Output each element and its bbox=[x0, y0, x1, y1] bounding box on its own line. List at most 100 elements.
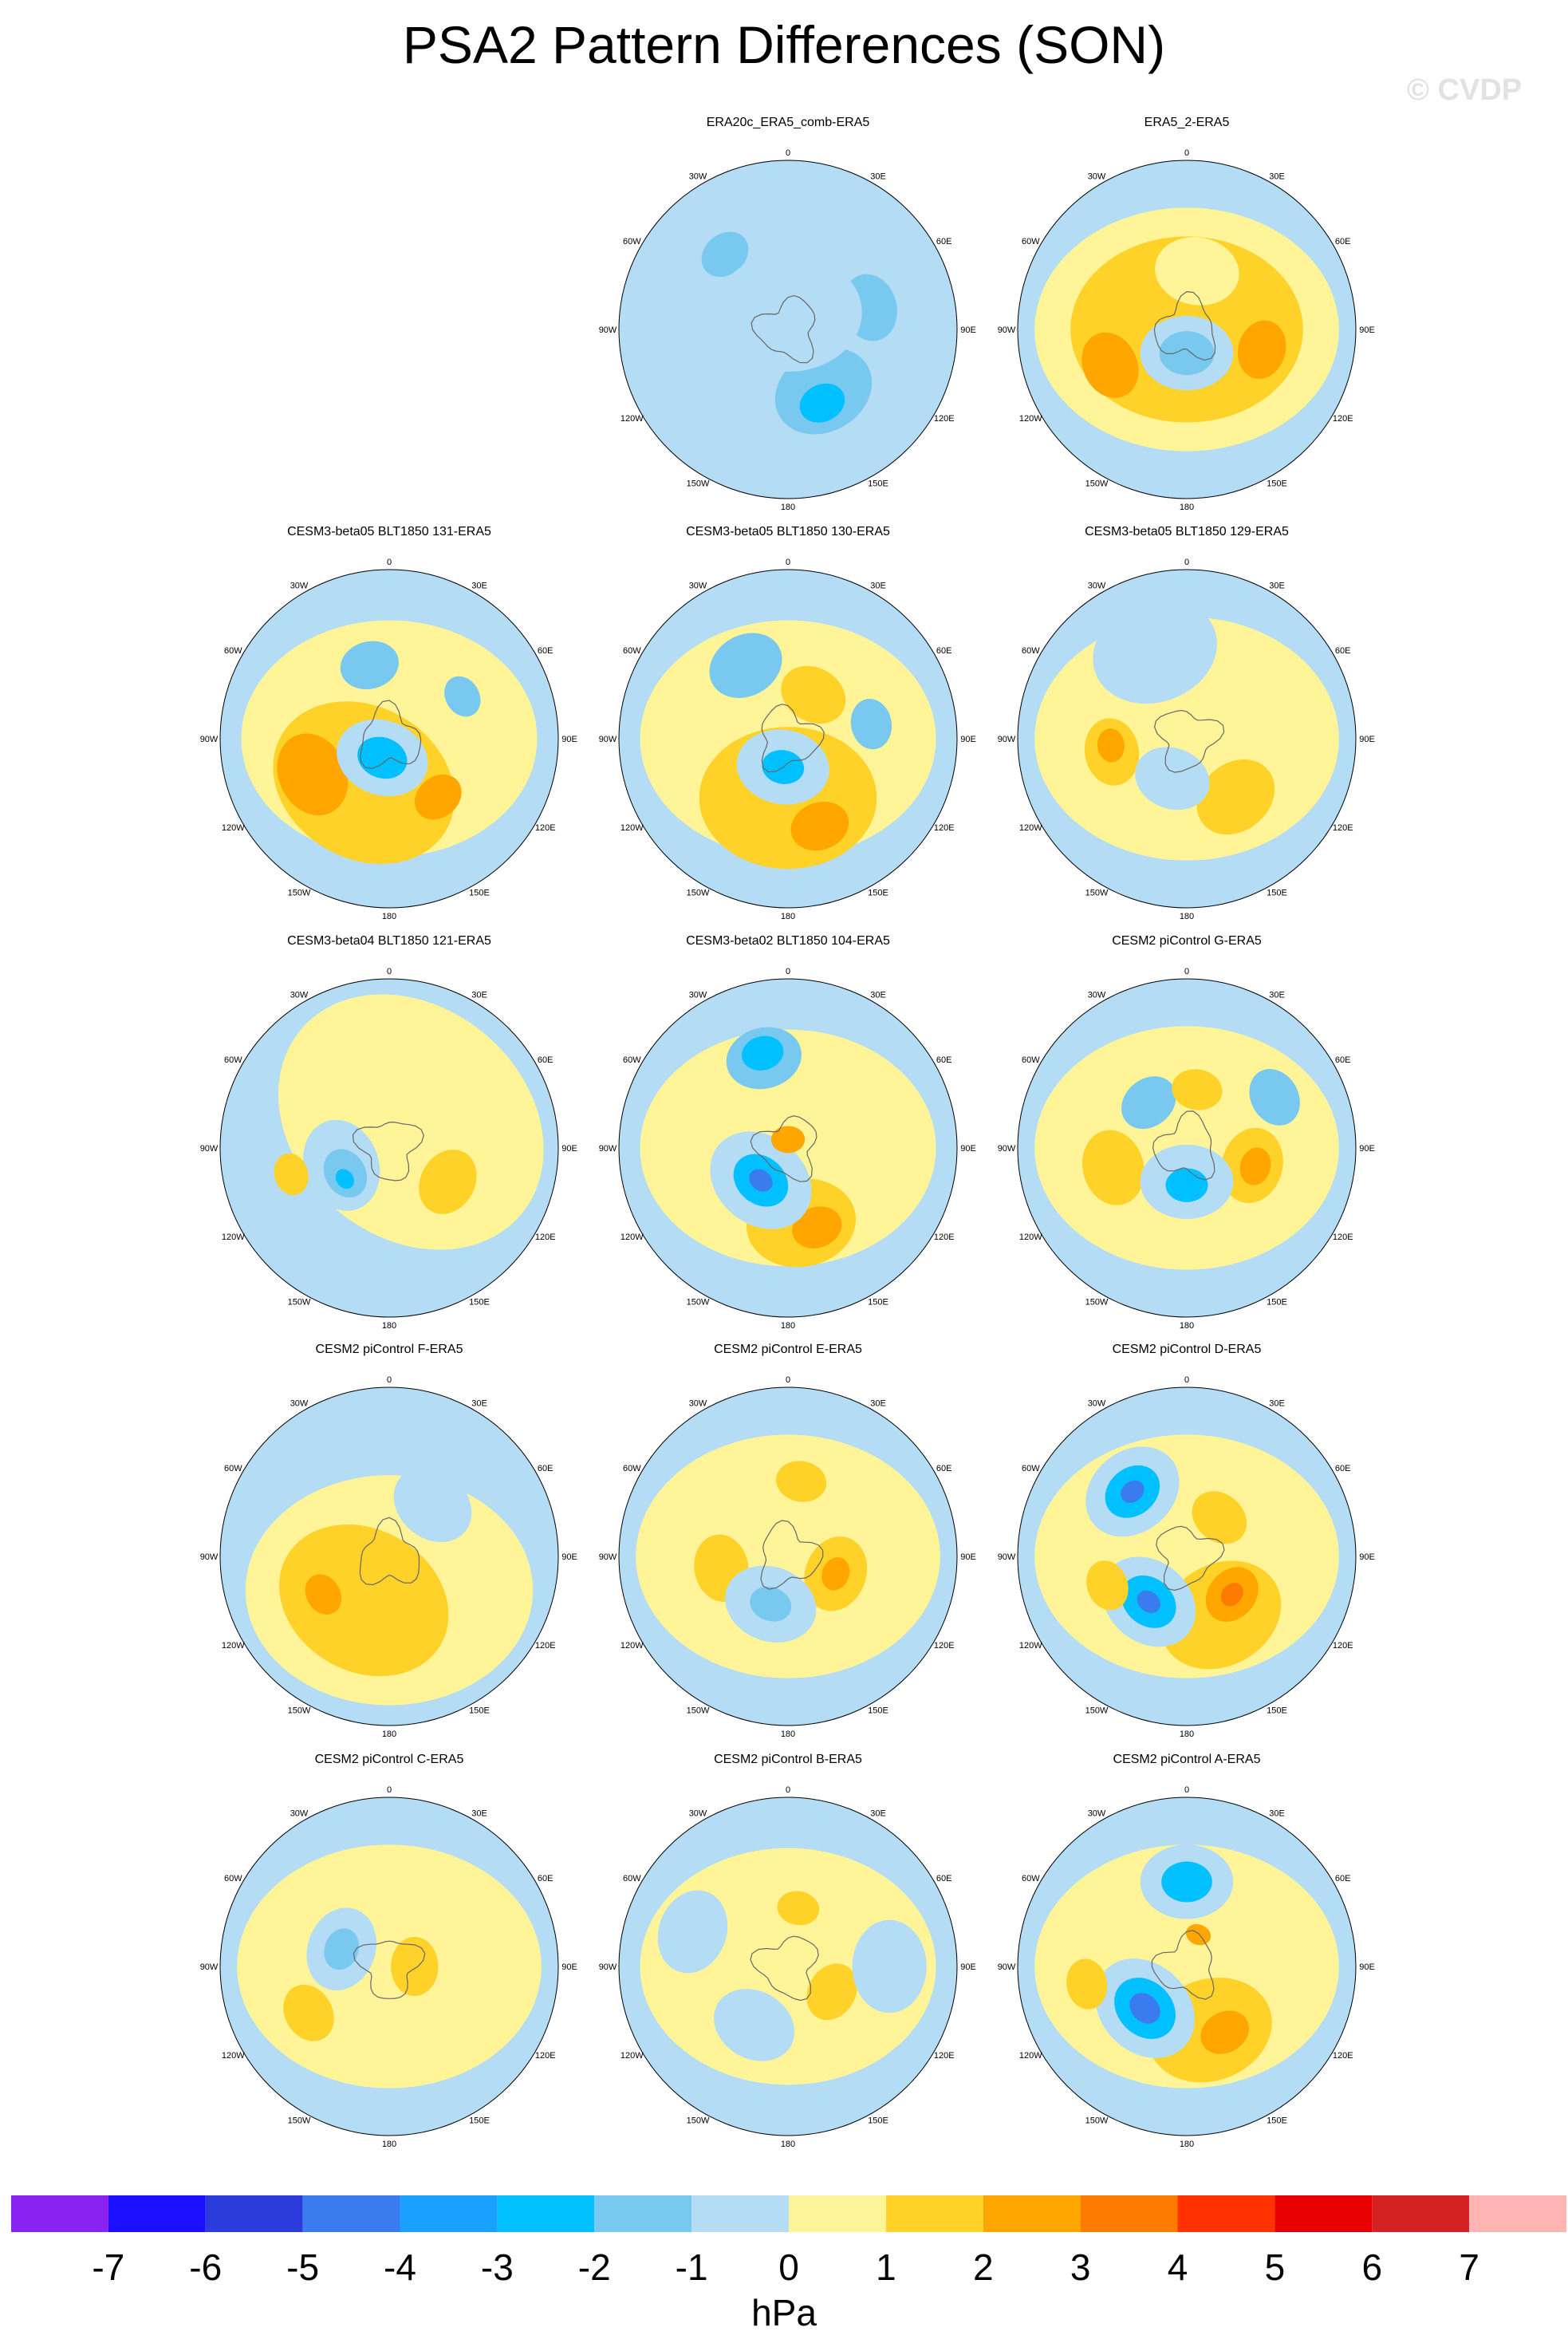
longitude-label: 60W bbox=[623, 237, 641, 247]
colorbar-swatch bbox=[302, 2195, 400, 2232]
longitude-label: 150W bbox=[687, 1706, 710, 1715]
longitude-label: 150W bbox=[687, 1297, 710, 1307]
longitude-label: 30W bbox=[689, 991, 707, 1000]
contour-region bbox=[324, 1928, 360, 1970]
contour-region bbox=[444, 676, 481, 717]
longitude-label: 90E bbox=[960, 1962, 976, 1972]
map-boundary bbox=[219, 1386, 559, 1726]
longitude-label: 120E bbox=[1333, 1233, 1353, 1242]
panel-title: CESM2 piControl E-ERA5 bbox=[714, 1343, 862, 1356]
colorbar-swatch bbox=[1372, 2195, 1470, 2232]
longitude-label: 150W bbox=[687, 2116, 710, 2125]
longitude-label: 30W bbox=[290, 1809, 309, 1819]
map-panel: CESM3-beta02 BLT1850 104-ERA5 0 30E 60E 90E 1… bbox=[597, 934, 979, 1333]
longitude-label: 180 bbox=[1180, 2140, 1194, 2149]
longitude-label: 60E bbox=[1335, 237, 1351, 247]
longitude-label: 60W bbox=[1022, 1055, 1040, 1065]
map-panel: CESM2 piControl A-ERA5 0 30E 60E 90E 120E 150E… bbox=[995, 1753, 1378, 2152]
contour-region bbox=[1081, 332, 1139, 398]
colorbar-swatch bbox=[1177, 2195, 1275, 2232]
contour-region bbox=[750, 1586, 792, 1622]
map-panel: CESM2 piControl B-ERA5 0 30E 60E 90E 120E 150E… bbox=[597, 1753, 979, 2152]
map-boundary bbox=[219, 1797, 559, 2136]
panel-title: CESM2 piControl B-ERA5 bbox=[714, 1753, 862, 1766]
longitude-label: 60W bbox=[623, 1874, 641, 1883]
longitude-label: 120W bbox=[621, 1233, 644, 1242]
polar-stereographic-map: 0 30E 60E 90E 120E 150E 180 150W 120W 90W 60W 30W bbox=[599, 148, 976, 512]
map-boundary bbox=[618, 160, 958, 499]
longitude-label: 60E bbox=[1335, 1464, 1351, 1473]
antarctica-coastline bbox=[353, 1940, 426, 1999]
contour-region bbox=[1159, 331, 1215, 376]
longitude-label: 120E bbox=[535, 2051, 556, 2061]
contour-region bbox=[1086, 1560, 1129, 1611]
colorbar-tick: -1 bbox=[675, 2246, 708, 2288]
longitude-label: 150W bbox=[288, 1706, 311, 1715]
longitude-label: 0 bbox=[1184, 1375, 1189, 1385]
longitude-label: 180 bbox=[1180, 503, 1194, 512]
map-boundary bbox=[1017, 978, 1357, 1318]
longitude-label: 30E bbox=[1269, 1809, 1285, 1819]
longitude-label: 120E bbox=[1333, 414, 1353, 424]
longitude-label: 90W bbox=[200, 1144, 219, 1154]
longitude-label: 150E bbox=[868, 888, 888, 897]
longitude-label: 120W bbox=[1019, 1641, 1042, 1651]
map-boundary bbox=[219, 569, 559, 909]
longitude-label: 30W bbox=[290, 991, 309, 1000]
polar-stereographic-map: 0 30E 60E 90E 120E 150E 180 150W 120W 90W 60W 30W bbox=[998, 148, 1375, 512]
contour-region bbox=[749, 1169, 773, 1192]
longitude-label: 180 bbox=[781, 503, 795, 512]
contour-region bbox=[335, 1169, 354, 1189]
longitude-label: 150E bbox=[868, 479, 888, 488]
colorbar-swatch bbox=[205, 2195, 303, 2232]
longitude-label: 90E bbox=[1359, 1552, 1375, 1562]
longitude-label: 120E bbox=[934, 823, 955, 833]
longitude-label: 0 bbox=[387, 1375, 392, 1385]
contour-region bbox=[657, 1890, 728, 1974]
longitude-label: 30E bbox=[471, 1399, 487, 1409]
contour-region bbox=[1155, 237, 1239, 306]
longitude-label: 150E bbox=[1267, 1297, 1287, 1307]
contour-region bbox=[305, 1574, 342, 1615]
longitude-label: 90W bbox=[599, 1144, 617, 1154]
contour-region bbox=[414, 774, 462, 820]
longitude-label: 150E bbox=[868, 1297, 888, 1307]
longitude-label: 60W bbox=[623, 1464, 641, 1473]
colorbar-swatch bbox=[594, 2195, 692, 2232]
antarctica-coastline bbox=[352, 1121, 424, 1181]
longitude-label: 0 bbox=[786, 1375, 790, 1385]
contour-region bbox=[1121, 1480, 1144, 1503]
longitude-label: 60E bbox=[936, 1874, 952, 1883]
figure-title: PSA2 Pattern Differences (SON) bbox=[402, 15, 1166, 74]
colorbar-swatch bbox=[983, 2195, 1081, 2232]
colorbar-swatch bbox=[11, 2195, 108, 2232]
longitude-label: 150W bbox=[288, 1297, 311, 1307]
longitude-label: 90E bbox=[960, 735, 976, 744]
map-panel: CESM3-beta05 BLT1850 131-ERA5 0 30E 60E 90E 1… bbox=[198, 525, 581, 924]
longitude-label: 60E bbox=[1335, 1874, 1351, 1883]
contour-region bbox=[340, 641, 399, 690]
longitude-label: 150W bbox=[687, 479, 710, 488]
contour-region bbox=[1237, 320, 1286, 379]
contour-region bbox=[1135, 747, 1210, 811]
polar-stereographic-map: 0 30E 60E 90E 120E 150E 180 150W 120W 90W 60W 30W bbox=[200, 1785, 577, 2149]
longitude-label: 30E bbox=[1269, 1399, 1285, 1409]
panel-title: CESM3-beta05 BLT1850 129-ERA5 bbox=[1085, 525, 1289, 538]
colorbar-tick: 1 bbox=[876, 2246, 896, 2288]
map-boundary bbox=[219, 978, 559, 1318]
longitude-label: 180 bbox=[781, 1730, 795, 1739]
longitude-label: 120W bbox=[1019, 2051, 1042, 2061]
longitude-label: 120W bbox=[621, 2051, 644, 2061]
contour-region bbox=[393, 1466, 472, 1543]
polar-stereographic-map: 0 30E 60E 90E 120E 150E 180 150W 120W 90W 60W 30W bbox=[998, 1375, 1375, 1739]
antarctica-coastline bbox=[761, 704, 825, 773]
longitude-label: 60W bbox=[1022, 237, 1040, 247]
panel-title: CESM2 piControl D-ERA5 bbox=[1112, 1343, 1262, 1356]
longitude-label: 30W bbox=[689, 172, 707, 182]
polar-stereographic-map: 0 30E 60E 90E 120E 150E 180 150W 120W 90W 60W 30W bbox=[599, 558, 976, 921]
longitude-label: 150E bbox=[1267, 888, 1287, 897]
map-panel: CESM2 piControl C-ERA5 0 30E 60E 90E 120E 150E… bbox=[198, 1753, 581, 2152]
longitude-label: 180 bbox=[781, 912, 795, 921]
longitude-label: 30E bbox=[1269, 582, 1285, 591]
longitude-label: 120W bbox=[621, 414, 644, 424]
